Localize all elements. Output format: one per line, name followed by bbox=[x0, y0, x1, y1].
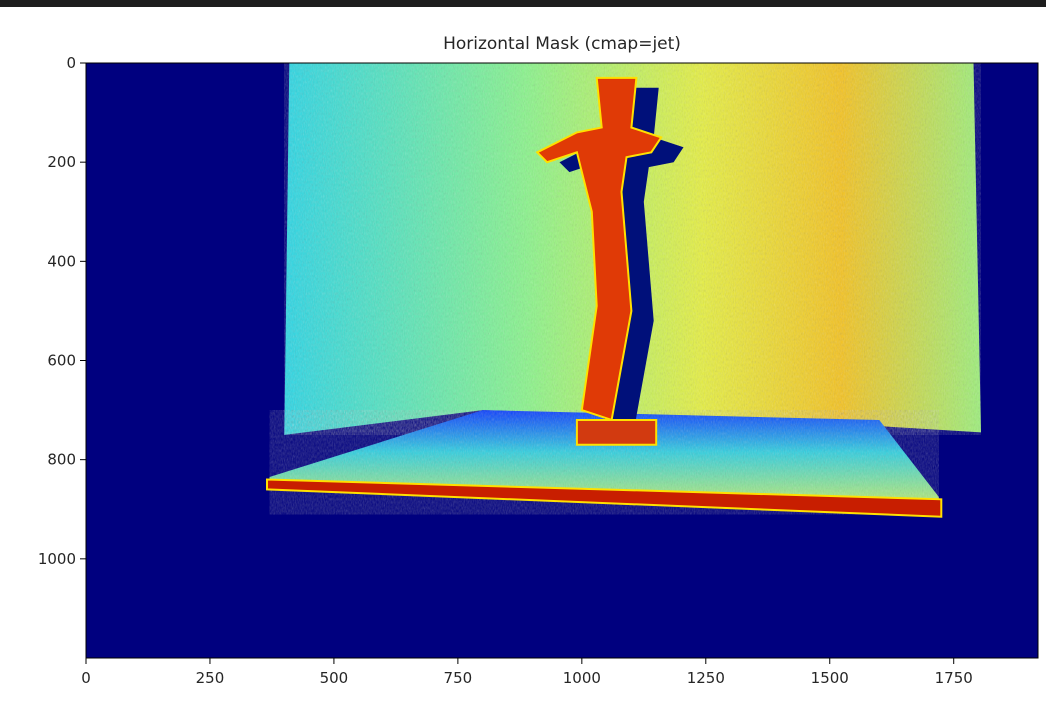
y-tick-label: 200 bbox=[47, 153, 76, 171]
x-tick-label: 250 bbox=[196, 669, 225, 687]
x-tick-label: 1250 bbox=[687, 669, 725, 687]
x-tick-label: 1000 bbox=[563, 669, 601, 687]
heatmap-outline-platform-edge bbox=[266, 478, 943, 518]
y-axis: 0 200 400 600 800 1000 bbox=[38, 54, 86, 568]
y-tick-label: 400 bbox=[47, 252, 76, 270]
y-tick-label: 800 bbox=[47, 451, 76, 469]
heatmap-outline-figure bbox=[535, 76, 663, 422]
x-tick-label: 0 bbox=[81, 669, 91, 687]
x-tick-label: 500 bbox=[320, 669, 349, 687]
chart-svg: Horizontal Mask (cmap=jet) 0 250 500 750 100… bbox=[38, 34, 1039, 687]
y-tick-label: 600 bbox=[47, 352, 76, 370]
x-tick-label: 1750 bbox=[935, 669, 973, 687]
heatmap-region-figure bbox=[537, 77, 662, 421]
x-tick-label: 1500 bbox=[811, 669, 849, 687]
heatmap-region-platform-edge bbox=[267, 479, 942, 517]
heatmap-region-base bbox=[576, 420, 657, 445]
y-tick-label: 0 bbox=[66, 54, 76, 72]
heatmap-outline-base bbox=[575, 419, 658, 446]
x-tick-label: 750 bbox=[444, 669, 473, 687]
y-tick-label: 1000 bbox=[38, 550, 76, 568]
x-axis: 0 250 500 750 1000 1250 1500 1750 bbox=[81, 658, 973, 687]
chart-figure: Horizontal Mask (cmap=jet) 0 250 500 750 100… bbox=[0, 7, 1046, 723]
plot-area bbox=[85, 62, 1039, 659]
window-top-bar bbox=[0, 0, 1046, 7]
chart-title: Horizontal Mask (cmap=jet) bbox=[443, 34, 681, 54]
